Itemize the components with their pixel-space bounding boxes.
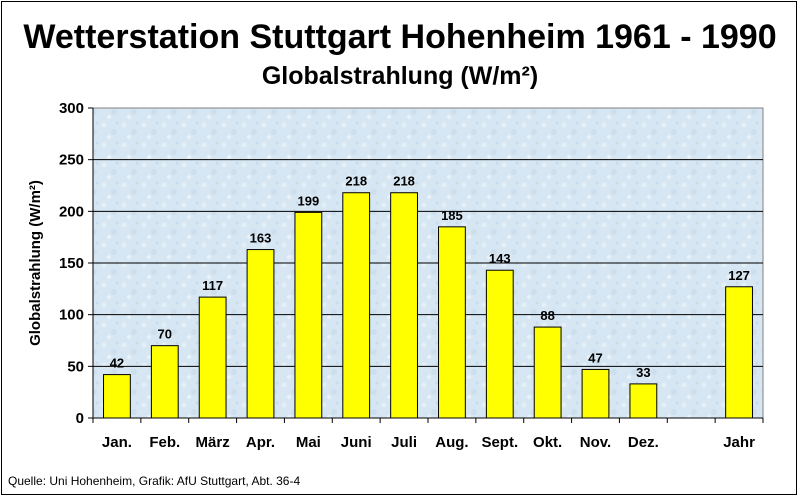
bar xyxy=(294,211,323,419)
bar xyxy=(533,326,562,419)
x-tick-label: März xyxy=(196,434,230,451)
data-labels: 42 70 117 163 199 218 218 185 143 88 47 33 127 xyxy=(110,174,750,380)
y-tick-label: 250 xyxy=(59,152,84,169)
y-tick-label: 200 xyxy=(59,203,84,220)
y-tick-label: 0 xyxy=(76,410,84,427)
chart-title: Wetterstation Stuttgart Hohenheim 1961 -… xyxy=(23,18,777,56)
x-tick-label: Okt. xyxy=(533,434,562,451)
data-label: 88 xyxy=(540,308,554,323)
data-label: 117 xyxy=(202,278,223,293)
y-tick-label: 150 xyxy=(59,255,84,272)
bar xyxy=(198,296,227,419)
bar xyxy=(342,192,371,419)
x-tick-label: Nov. xyxy=(580,434,611,451)
y-tick-label: 300 xyxy=(59,100,84,117)
x-tick-label: Juli xyxy=(391,434,417,451)
bar xyxy=(629,383,658,419)
x-axis: Jan. Feb. März Apr. Mai Juni Juli Aug. Sept. Okt.… xyxy=(92,417,764,451)
data-label: 185 xyxy=(441,208,463,223)
y-axis-title: Globalstrahlung (W/m²) xyxy=(27,180,44,346)
x-tick-label: Jan. xyxy=(102,434,132,451)
data-label: 199 xyxy=(298,193,320,208)
data-label: 47 xyxy=(588,350,602,365)
data-label: 143 xyxy=(489,251,511,266)
x-tick-label: Dez. xyxy=(628,434,659,451)
bar xyxy=(150,345,179,419)
x-tick-label: Sept. xyxy=(481,434,518,451)
bars xyxy=(103,192,753,419)
data-label: 163 xyxy=(250,231,272,246)
data-label: 218 xyxy=(345,174,367,189)
source-note: Quelle: Uni Hohenheim, Grafik: AfU Stutt… xyxy=(8,474,301,488)
data-label: 42 xyxy=(110,356,124,371)
y-tick-label: 100 xyxy=(59,307,84,324)
x-tick-label: Jahr xyxy=(723,434,755,451)
bar xyxy=(246,249,275,419)
bar xyxy=(581,368,610,419)
data-label: 127 xyxy=(728,268,750,283)
data-label: 33 xyxy=(636,365,650,380)
x-tick-label: Feb. xyxy=(149,434,180,451)
data-label: 218 xyxy=(393,174,415,189)
y-tick-label: 50 xyxy=(67,358,84,375)
x-tick-label: Mai xyxy=(296,434,321,451)
x-tick-label: Juni xyxy=(341,434,372,451)
bar xyxy=(485,269,514,419)
x-tick-label: Apr. xyxy=(246,434,275,451)
bar xyxy=(103,374,131,419)
bar xyxy=(390,192,418,419)
data-label: 70 xyxy=(158,327,172,342)
y-axis: 0 50 100 150 200 250 300 xyxy=(59,100,94,427)
chart-subtitle: Globalstrahlung (W/m²) xyxy=(261,62,539,90)
bar xyxy=(438,226,466,419)
x-tick-label: Aug. xyxy=(435,434,468,451)
bar xyxy=(725,286,753,419)
